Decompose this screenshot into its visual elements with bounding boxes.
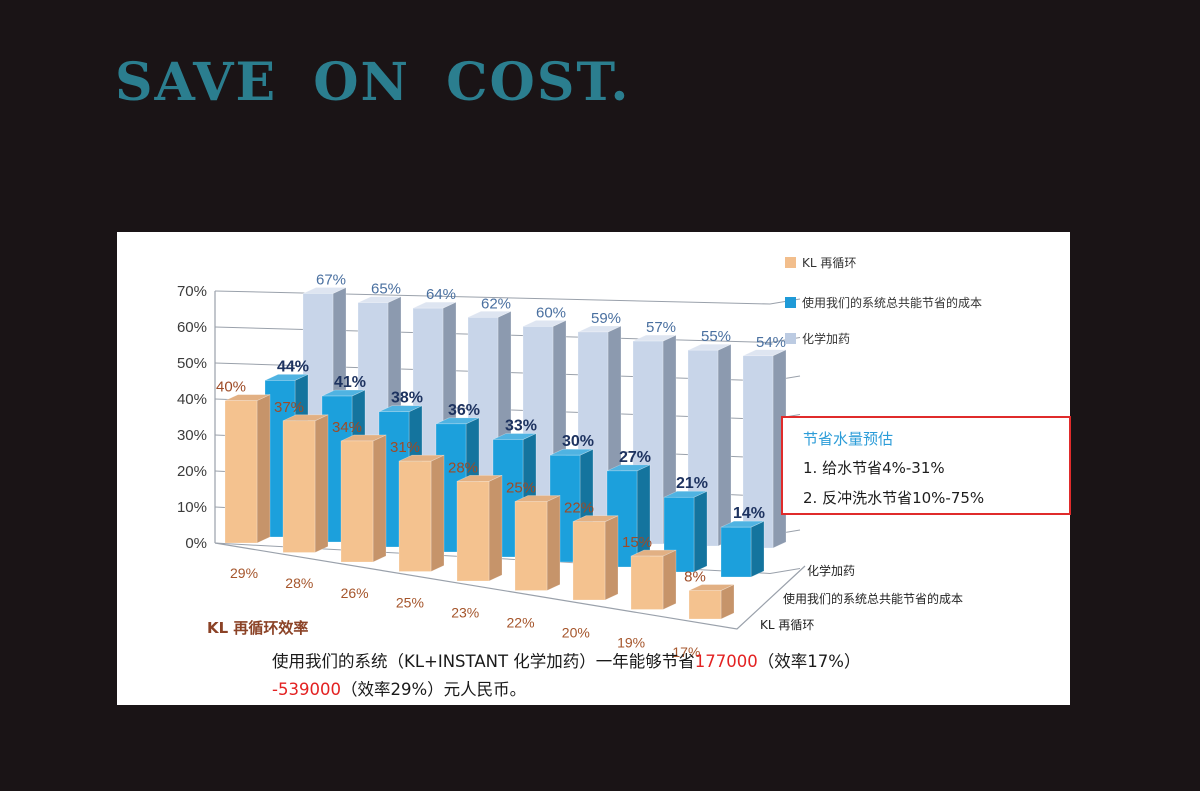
bar-side-face xyxy=(693,490,708,573)
legend-item-chemical: 化学加药 xyxy=(785,330,850,347)
depth-axis-label-chemical: 化学加药 xyxy=(807,564,856,578)
bar-value-label: 64% xyxy=(426,286,456,303)
bar-value-label: 36% xyxy=(448,402,480,419)
x-axis-tick-label: 25% xyxy=(396,595,424,611)
y-axis-tick-label: 20% xyxy=(177,463,207,480)
bar-side-face xyxy=(430,454,445,572)
x-axis-tick-label: 23% xyxy=(451,605,479,621)
bar-value-label: 30% xyxy=(562,433,594,450)
bar-value-label: 25% xyxy=(506,480,536,497)
floor-edge xyxy=(214,542,806,630)
bar-value-label: 65% xyxy=(371,281,401,298)
bar-value-label: 40% xyxy=(216,379,246,396)
bar-value-label: 34% xyxy=(332,419,362,436)
bar xyxy=(630,555,664,610)
slide-title: SAVE ON COST. xyxy=(115,52,631,113)
x-axis-tick-label: 20% xyxy=(562,624,590,640)
legend-label: 化学加药 xyxy=(802,332,851,346)
y-axis-tick-label: 40% xyxy=(177,391,207,408)
legend-swatch-chemical xyxy=(785,333,796,344)
bar-value-label: 38% xyxy=(391,390,423,407)
annotation-item-2: 2. 反冲洗水节省10%-75% xyxy=(803,489,985,507)
bar-value-label: 54% xyxy=(756,334,786,351)
legend-item-kl: KL 再循环 xyxy=(785,254,856,271)
note-amount-min: 177000 xyxy=(694,652,758,671)
bar-side-face xyxy=(717,343,732,547)
legend-item-system-savings: 使用我们的系统总共能节省的成本 xyxy=(785,294,982,311)
bar-side-face xyxy=(546,495,561,591)
y-axis-tick-label: 30% xyxy=(177,427,207,444)
bar-value-label: 31% xyxy=(390,439,420,456)
bar-value-label: 60% xyxy=(536,304,566,321)
bar xyxy=(456,481,490,582)
bar-side-face xyxy=(488,474,503,582)
bar-value-label: 44% xyxy=(277,358,309,375)
y-axis-tick-label: 0% xyxy=(185,535,207,552)
note-text: 使用我们的系统（KL+INSTANT 化学加药）一年能够节省 xyxy=(272,652,695,671)
bar-side-face xyxy=(662,549,677,610)
bar-value-label: 41% xyxy=(334,374,366,391)
bar xyxy=(282,420,316,553)
bar-value-label: 67% xyxy=(316,271,346,288)
bar xyxy=(398,460,432,572)
annotation-item-1: 1. 给水节省4%-31% xyxy=(803,459,945,477)
note-amount-max: -539000 xyxy=(272,680,341,699)
bar-value-label: 33% xyxy=(505,418,537,435)
x-axis-tick-label: 28% xyxy=(285,575,313,591)
bar-value-label: 57% xyxy=(646,319,676,336)
annotation-title: 节省水量预估 xyxy=(803,430,894,448)
legend-label: 使用我们的系统总共能节省的成本 xyxy=(802,296,983,310)
y-axis-tick-label: 50% xyxy=(177,355,207,372)
bar-value-label: 62% xyxy=(481,295,511,312)
x-axis-tick-label: 22% xyxy=(507,615,535,631)
bar-value-label: 27% xyxy=(619,449,651,466)
x-axis-tick-label: 26% xyxy=(341,585,369,601)
bar-side-face xyxy=(750,520,765,578)
legend-label: KL 再循环 xyxy=(802,256,857,270)
bar-value-label: 28% xyxy=(448,459,478,476)
bar-side-face xyxy=(256,394,271,544)
bar xyxy=(340,440,374,563)
bar-value-label: 55% xyxy=(701,328,731,345)
y-axis-tick-label: 10% xyxy=(177,499,207,516)
bar xyxy=(224,400,258,544)
bar-value-label: 14% xyxy=(733,505,765,522)
bar xyxy=(742,355,774,549)
water-savings-annotation-box: 节省水量预估 1. 给水节省4%-31% 2. 反冲洗水节省10%-75% xyxy=(781,416,1071,515)
note-text: （效率29%）元人民币。 xyxy=(340,680,527,699)
bar-chart-3d: 70% 60% 50% 40% 30% 20% 10% 0% 67% 65% 64% 62% 60% 59… xyxy=(177,271,806,660)
depth-axis-label-kl: KL 再循环 xyxy=(760,618,815,632)
bar-value-label: 59% xyxy=(591,310,621,327)
bar-value-label: 8% xyxy=(684,569,706,586)
chart-panel: 70% 60% 50% 40% 30% 20% 10% 0% 67% 65% 64% 62% 60% 59… xyxy=(117,232,1071,705)
bar-value-label: 37% xyxy=(274,399,304,416)
bar xyxy=(688,590,722,620)
bar-value-label: 22% xyxy=(564,500,594,517)
x-axis-tick-label: 19% xyxy=(617,634,645,650)
bar xyxy=(720,526,752,578)
savings-note: 使用我们的系统（KL+INSTANT 化学加药）一年能够节省177000（效率1… xyxy=(272,648,860,704)
bar-side-face xyxy=(372,434,387,563)
bar xyxy=(572,521,606,601)
legend-swatch-kl xyxy=(785,257,796,268)
bar-value-label: 21% xyxy=(676,475,708,492)
x-axis-tick-label: 29% xyxy=(230,565,258,581)
bar xyxy=(514,501,548,591)
y-axis-tick-label: 70% xyxy=(177,283,207,300)
bar-value-label: 15% xyxy=(622,534,652,551)
note-text: （效率17%） xyxy=(757,652,861,671)
bar-side-face xyxy=(604,515,619,601)
y-axis-tick-label: 60% xyxy=(177,319,207,336)
x-axis-title: KL 再循环效率 xyxy=(207,619,309,637)
x-axis-tick-label: 17% xyxy=(672,644,700,660)
depth-axis-label-system-savings: 使用我们的系统总共能节省的成本 xyxy=(783,592,964,606)
legend-swatch-system-savings xyxy=(785,297,796,308)
bar-side-face xyxy=(314,414,329,553)
